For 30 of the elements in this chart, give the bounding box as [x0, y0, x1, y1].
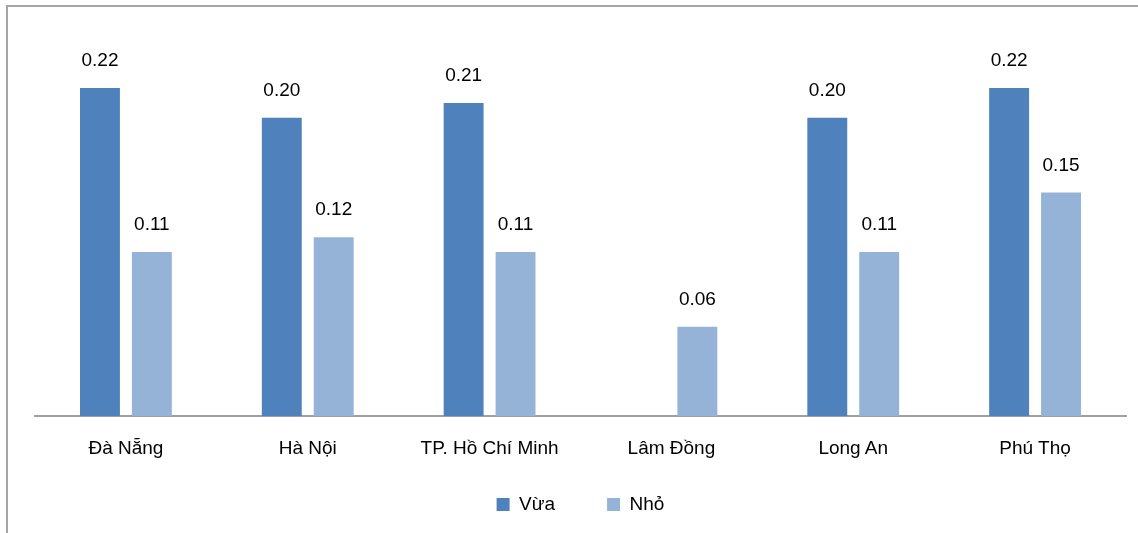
x-tick-label: Phú Thọ — [999, 436, 1071, 458]
legend-label: Nhỏ — [629, 492, 665, 514]
bar — [807, 117, 848, 417]
data-label: 0.22 — [81, 49, 119, 71]
data-label: 0.20 — [808, 79, 846, 101]
bar — [1041, 192, 1081, 417]
data-label: 0.11 — [497, 213, 534, 235]
legend-label: Vừa — [519, 492, 556, 514]
bar — [859, 252, 900, 417]
data-label: 0.11 — [861, 213, 897, 235]
bar — [989, 88, 1030, 417]
x-tick-label: Long An — [818, 436, 889, 458]
x-tick-label: Hà Nội — [278, 436, 337, 458]
bar — [313, 237, 354, 417]
bar — [131, 252, 172, 417]
data-label: 0.15 — [1042, 153, 1080, 175]
data-label: 0.11 — [134, 213, 170, 235]
data-label: 0.21 — [445, 64, 483, 86]
bar — [677, 326, 718, 417]
data-label: 0.20 — [263, 79, 301, 101]
bar — [80, 88, 120, 417]
x-tick-label: Đà Nẵng — [88, 436, 164, 458]
data-label: 0.22 — [990, 49, 1028, 71]
data-label: 0.06 — [678, 287, 716, 309]
x-tick-label: Lâm Đồng — [627, 436, 716, 458]
bar — [443, 102, 484, 417]
data-label: 0.12 — [315, 198, 353, 220]
x-tick-label: TP. Hồ Chí Minh — [420, 436, 559, 458]
bar — [495, 252, 536, 417]
bar — [261, 117, 302, 417]
